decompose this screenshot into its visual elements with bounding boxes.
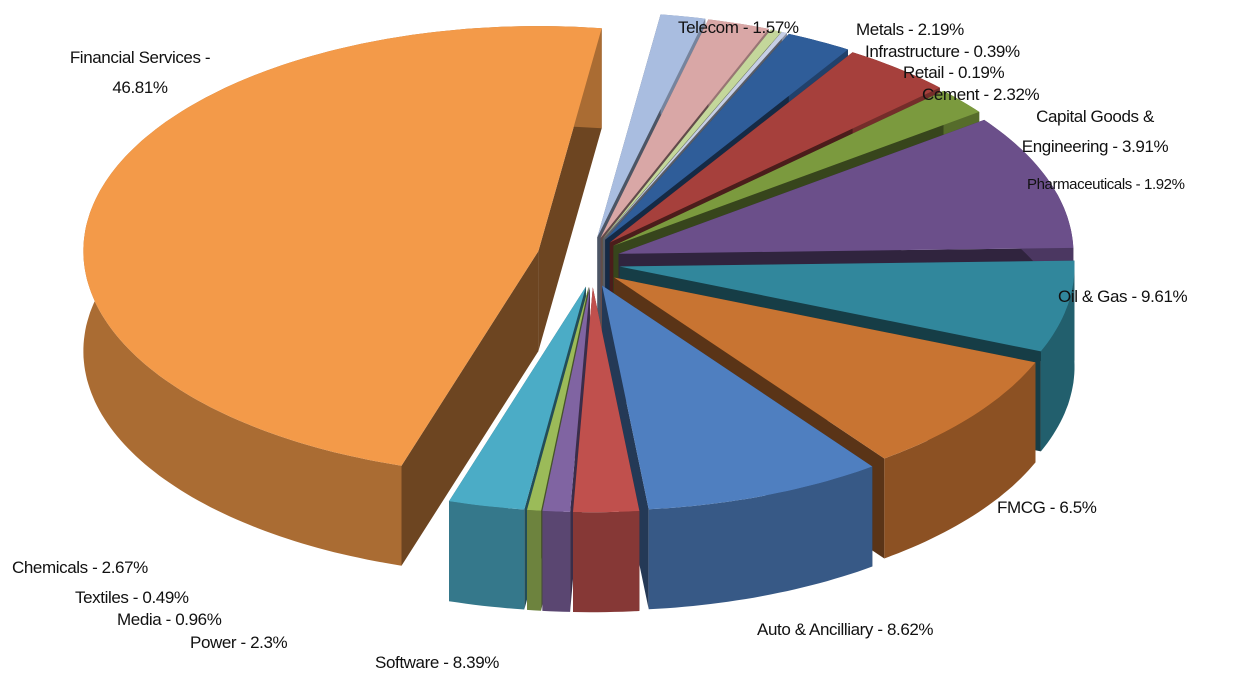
slice	[600, 19, 769, 239]
data-label: Chemicals - 2.67%	[12, 558, 148, 577]
slice	[614, 277, 1036, 459]
slice	[602, 285, 873, 510]
data-label: FMCG - 6.5%	[997, 498, 1097, 517]
slice	[619, 260, 1075, 352]
slice	[597, 14, 706, 238]
data-label: Telecom - 1.57%	[678, 18, 799, 37]
slice	[449, 286, 586, 510]
data-label: Cement - 2.32%	[922, 85, 1040, 104]
data-label: Infrastructure - 0.39%	[865, 42, 1020, 61]
slice	[527, 287, 589, 511]
slice-wall	[542, 510, 571, 612]
slice	[542, 287, 590, 512]
slice	[605, 33, 848, 240]
data-label: Metals - 2.19%	[856, 20, 964, 39]
data-label: Retail - 0.19%	[903, 63, 1005, 82]
slice-wall	[648, 466, 873, 610]
data-label: Pharmaceuticals - 1.92%	[1027, 176, 1185, 193]
slice	[603, 31, 787, 239]
slice-side	[401, 251, 539, 566]
slice	[83, 26, 602, 466]
slice-wall	[884, 362, 1036, 559]
slice	[602, 29, 782, 239]
data-label: Oil & Gas - 9.61%	[1058, 287, 1188, 306]
data-label: Software - 8.39%	[375, 653, 499, 672]
slice	[609, 52, 940, 243]
data-label: Textiles - 0.49%	[75, 588, 189, 607]
data-label: Media - 0.96%	[117, 610, 222, 629]
slice	[573, 287, 640, 513]
slice	[618, 119, 1074, 254]
slice-wall	[573, 511, 640, 613]
slice-wall	[527, 509, 542, 611]
slice-wall	[1040, 260, 1075, 452]
slice	[613, 90, 980, 246]
data-label: Financial Services - 46.81%	[69, 48, 211, 97]
slice-wall	[449, 501, 525, 610]
data-label: Power - 2.3%	[190, 633, 288, 652]
data-label: Auto & Ancilliary - 8.62%	[757, 620, 934, 639]
data-label: Capital Goods & Engineering - 3.91%	[1021, 107, 1169, 156]
